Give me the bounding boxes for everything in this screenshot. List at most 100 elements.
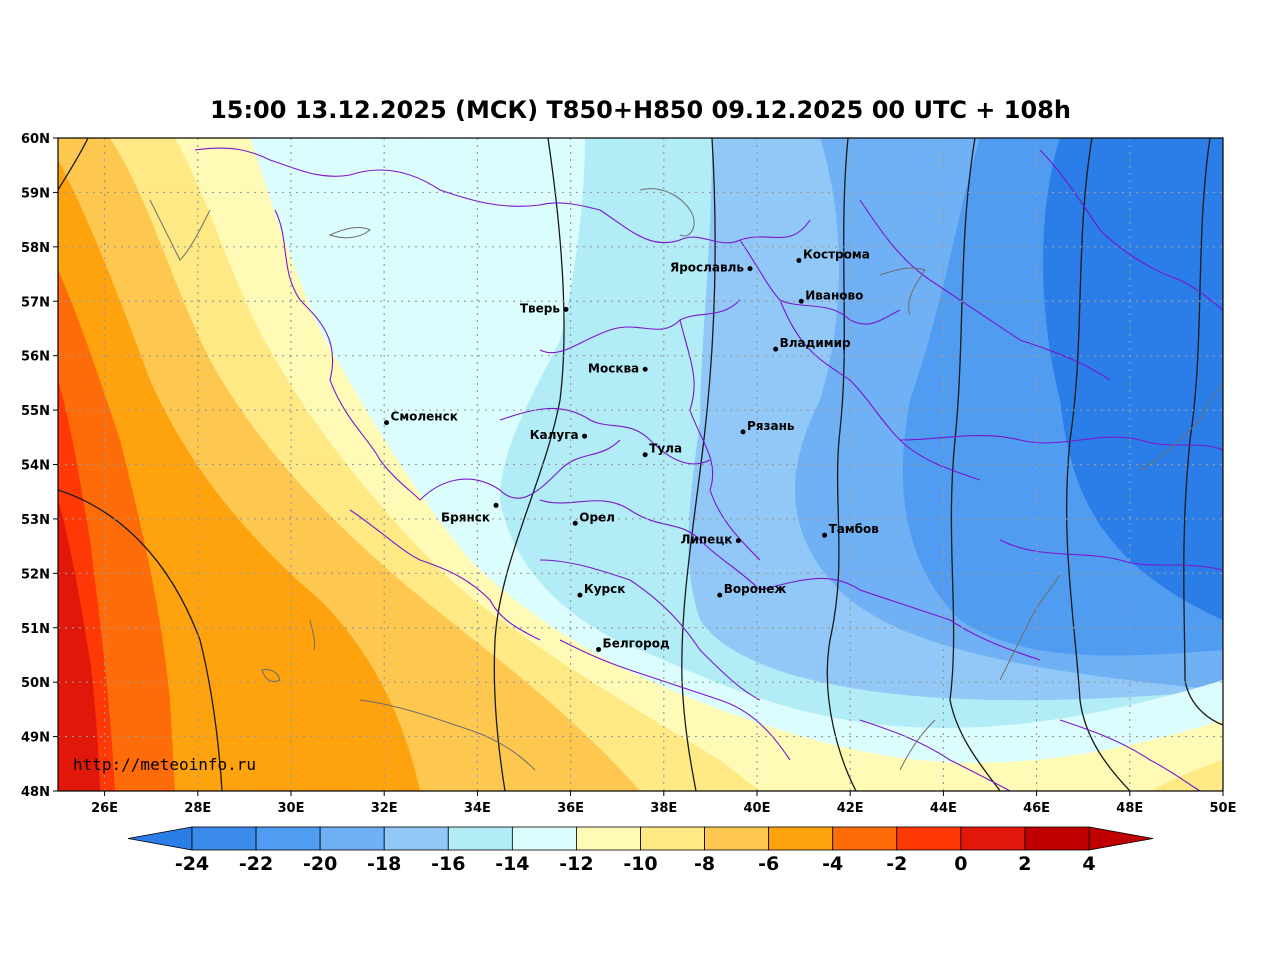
region-border [349, 509, 541, 641]
colorbar-bin [511, 826, 577, 851]
lon-tick-label: 32E [371, 801, 398, 816]
colorbar-bin [768, 826, 834, 851]
city-label: Липецк [681, 533, 733, 547]
lon-tick-label: 40E [744, 801, 771, 816]
lake [328, 227, 371, 239]
city-label: Калуга [530, 428, 579, 442]
city-label: Рязань [747, 419, 795, 433]
colorbar-label: 0 [954, 853, 967, 875]
colorbar-bin [255, 826, 321, 851]
temperature-fill [58, 138, 1223, 791]
colorbar-bin [447, 826, 513, 851]
region-border [779, 299, 981, 481]
colorbar-label: -4 [822, 853, 843, 875]
city-label: Владимир [780, 336, 851, 350]
city-label: Кострома [803, 247, 870, 261]
region-border [679, 319, 761, 561]
lat-tick-label: 48N [21, 785, 50, 800]
colorbar-label: 2 [1018, 853, 1031, 875]
reservoir [639, 188, 695, 237]
lat-tick-label: 60N [21, 132, 50, 147]
height-contour-line [949, 138, 1001, 791]
region-border [274, 209, 421, 501]
lat-tick-label: 59N [21, 186, 50, 201]
height-contour-line [1183, 138, 1223, 726]
height-contour-line [826, 138, 857, 791]
axis-ticks: 26E 28E 30E 32E 34E 36E 38E 40E 42E 44E 46E 48E 50E 4… [21, 132, 1236, 816]
height-contours [58, 138, 1223, 791]
region-border [859, 199, 1111, 381]
city-label: Тамбов [829, 522, 880, 536]
region-border [194, 147, 601, 211]
lon-tick-label: 42E [837, 801, 864, 816]
city-dot [577, 592, 583, 598]
coastline [149, 199, 211, 261]
colorbar-label: -20 [303, 853, 337, 875]
fill-band-2 [58, 500, 100, 791]
colorbar-extend-high [1088, 826, 1154, 851]
lake [261, 669, 281, 683]
reservoir [879, 267, 926, 316]
region-border [739, 239, 901, 325]
city-markers: Ярославль Кострома Тверь Иваново Владимир Мос… [384, 247, 880, 653]
colorbar-label: -6 [758, 853, 779, 875]
city-label: Воронеж [724, 582, 787, 596]
lat-tick-label: 57N [21, 295, 50, 310]
colorbar-bin [640, 826, 705, 851]
lat-tick-label: 58N [21, 241, 50, 256]
region-border [759, 577, 1041, 661]
lat-tick-label: 51N [21, 622, 50, 637]
colorbar-bin [319, 826, 385, 851]
city-dot [642, 452, 648, 458]
city-dot [596, 647, 602, 653]
colorbar-label: -12 [559, 853, 593, 875]
city-dot [582, 433, 588, 439]
colorbar-bin [704, 826, 770, 851]
colorbar-label: -2 [886, 853, 907, 875]
city-label: Белгород [603, 637, 670, 651]
height-contour-line [681, 138, 716, 791]
region-border [539, 499, 761, 591]
graticule [58, 138, 1223, 791]
city-label: Тверь [520, 301, 561, 315]
city-dot [563, 306, 569, 312]
lon-tick-label: 34E [464, 801, 491, 816]
river [999, 574, 1061, 681]
map-title: 15:00 13.12.2025 (МСК) T850+H850 09.12.2… [210, 96, 1071, 124]
height-contour-line [58, 489, 223, 791]
region-border [499, 407, 711, 465]
lon-tick-label: 36E [557, 801, 584, 816]
city-dot [642, 366, 648, 372]
colorbar-label: -14 [495, 853, 529, 875]
city-label: Брянск [441, 510, 490, 524]
source-url: http://meteoinfo.ru [73, 755, 256, 774]
colorbar-label: 4 [1082, 853, 1095, 875]
lat-tick-label: 53N [21, 513, 50, 528]
height-contour-line [1065, 138, 1131, 791]
colorbar-bin [896, 826, 962, 851]
colorbar-bin [832, 826, 898, 851]
colorbar-label: -8 [694, 853, 715, 875]
height-contour-line [493, 138, 565, 791]
river [1139, 384, 1223, 471]
city-dot [796, 257, 802, 263]
lon-tick-label: 44E [930, 801, 957, 816]
region-border [559, 639, 791, 761]
city-dot [773, 346, 779, 352]
colorbar-label: -24 [175, 853, 209, 875]
colorbar-bin [960, 826, 1026, 851]
river [309, 619, 315, 651]
region-borders [194, 147, 1223, 791]
river [899, 719, 936, 771]
city-dot [822, 532, 828, 538]
colorbar-label: -22 [239, 853, 273, 875]
city-label: Иваново [805, 288, 863, 302]
height-contour-line [58, 138, 89, 191]
colorbar-bin [383, 826, 449, 851]
city-label: Курск [584, 582, 625, 596]
city-dot [735, 538, 741, 544]
city-dot [717, 592, 723, 598]
region-border [859, 719, 1011, 791]
lon-tick-label: 30E [278, 801, 305, 816]
